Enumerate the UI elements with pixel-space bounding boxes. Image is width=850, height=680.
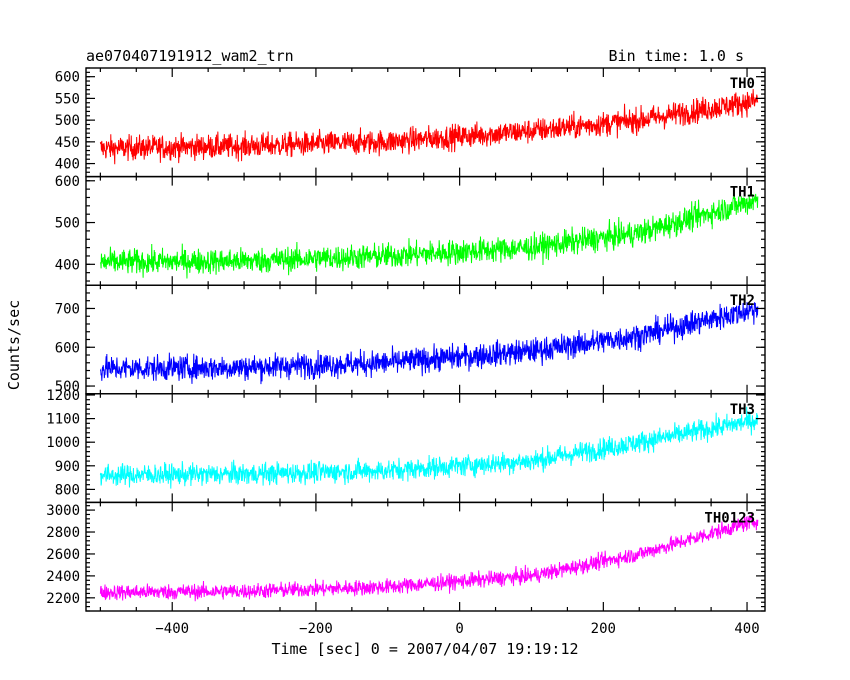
x-axis-title: Time [sec] 0 = 2007/04/07 19:19:12 [271, 640, 578, 658]
panel-frame [85, 393, 766, 504]
series-line-th1 [99, 193, 759, 279]
y-tick-label: 1200 [46, 388, 80, 404]
y-tick-label: 400 [55, 257, 80, 273]
y-tick-label: 600 [55, 174, 80, 190]
y-tick-label: 500 [55, 113, 80, 129]
y-tick-label: 500 [55, 216, 80, 232]
y-tick-label: 400 [55, 157, 80, 173]
y-tick-label: 3000 [46, 503, 80, 519]
y-tick-label: 600 [55, 70, 80, 86]
y-tick-label: 450 [55, 135, 80, 151]
panel-th0123: 2200 2400 2600 2800 3000 TH0123 [46, 501, 766, 612]
panel-frame [85, 284, 766, 395]
plot-title: ae070407191912_wam2_trn [86, 47, 294, 65]
y-tick-label: 550 [55, 91, 80, 107]
series-line-th0 [99, 89, 759, 165]
panel-label-th0123: TH0123 [704, 510, 755, 526]
panel-th2: 500 600 700 TH2 [55, 284, 766, 395]
x-tick-label: −400 [155, 621, 189, 637]
y-tick-label: 900 [55, 459, 80, 475]
y-tick-label: 2600 [46, 547, 80, 563]
y-tick-label: 800 [55, 482, 80, 498]
y-tick-label: 2200 [46, 591, 80, 607]
panel-label-th2: TH2 [730, 293, 755, 309]
x-tick-label: −200 [299, 621, 333, 637]
y-tick-label: 1000 [46, 435, 80, 451]
panel-th3: 800 900 1000 1100 1200 TH3 [46, 388, 766, 504]
x-tick-label: 0 [455, 621, 463, 637]
panel-th0: 400 450 500 550 600 TH0 [55, 67, 766, 178]
y-tick-label: 700 [55, 301, 80, 317]
x-tick-label: 400 [734, 621, 759, 637]
y-axis-title: Counts/sec [5, 300, 23, 390]
series-line-th0123 [99, 512, 759, 602]
series-line-th2 [99, 301, 759, 385]
y-tick-label: 1100 [46, 412, 80, 428]
panels-group: 400 450 500 550 600 TH0 400 500 600 TH1 500 600 700 T… [46, 67, 766, 612]
panel-label-th0: TH0 [730, 76, 755, 92]
y-tick-label: 2400 [46, 569, 80, 585]
y-tick-label: 2800 [46, 525, 80, 541]
y-tick-label: 500 [55, 379, 80, 395]
panel-label-th3: TH3 [730, 402, 755, 418]
x-tick-label: 200 [591, 621, 616, 637]
panel-frame [85, 501, 766, 612]
panel-label-th1: TH1 [730, 185, 755, 201]
panel-frame [85, 67, 766, 178]
y-tick-label: 600 [55, 340, 80, 356]
series-line-th3 [99, 406, 759, 489]
panel-th1: 400 500 600 TH1 [55, 174, 766, 286]
x-axis: −400 −200 0 200 400 [155, 621, 759, 637]
bin-time-label: Bin time: 1.0 s [609, 47, 744, 65]
